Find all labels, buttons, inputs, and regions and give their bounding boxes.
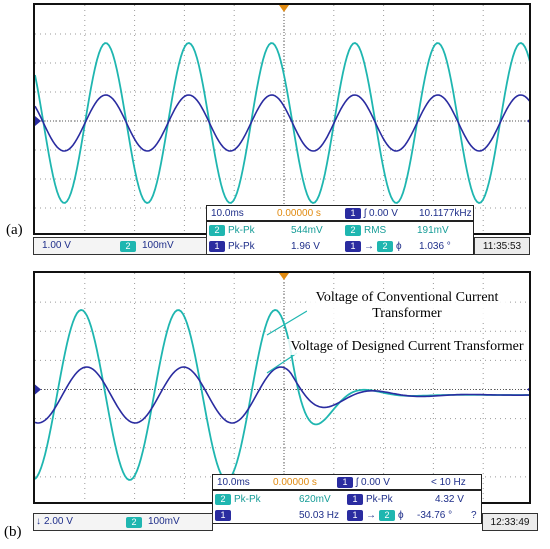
m4-channel-b-b: 2 [379,510,395,521]
channel-scale-bar-a: 1.00 V 2 100mV [33,237,207,255]
timebase-a: 10.0ms [211,208,244,219]
trigger-level-b: 0.00 V [361,477,390,488]
ch1-scale-a: 1.00 V [42,240,71,251]
channel-scale-bar-b: ↓ 2.00 V 2 100mV [33,513,213,531]
ch1-scale-b: 2.00 V [44,516,73,527]
trigger-position-icon-a [279,5,289,12]
timebase-b: 10.0ms [217,477,250,488]
m1-name-b: Pk-Pk [234,494,261,505]
m3-value-a: 1.96 V [291,241,320,252]
m3-name-a: Pk-Pk [228,241,255,252]
ch1-arrow-icon-b: ↓ [36,516,41,527]
m1-name-a: Pk-Pk [228,225,255,236]
ch1-ground-marker-icon-a [35,116,41,126]
m2-name-b: Pk-Pk [366,494,393,505]
m2-name-a: RMS [364,225,387,236]
annotation-conventional: Voltage of Conventional Current Transfor… [307,290,507,322]
arrow-right-icon-a: → [364,241,374,252]
measurement-box-a: 2 Pk-Pk 544mV 2 RMS 191mV 1 Pk-Pk 1.96 V 1 →… [206,221,474,255]
measurement-box-b: 2 Pk-Pk 620mV 1 Pk-Pk 4.32 V 1 50.03 Hz 1 →… [212,490,482,524]
scope-panel-b: Voltage of Conventional Current Transfor… [0,268,550,549]
waveform-plot-a [35,5,529,233]
trigger-channel-b: 1 [337,477,353,488]
annotation-designed: Voltage of Designed Current Transformer [285,339,529,355]
trigger-edge-icon-b: ʃ [356,477,359,488]
frequency-b: < 10 Hz [431,477,466,488]
clock-b: 12:33:49 [482,513,538,531]
m3-value-b: 50.03 Hz [299,510,340,521]
m2-channel-b: 1 [347,494,363,505]
trigger-position-icon-b [279,273,289,280]
m2-value-a: 191mV [417,225,449,236]
m2-value-b: 4.32 V [435,494,464,505]
trigger-channel-a: 1 [345,208,361,219]
ch1-ground-marker-icon-b [35,384,41,395]
m4-channel-b-a: 2 [377,241,393,252]
delay-a: 0.00000 s [277,208,321,219]
m1-channel-a: 2 [209,225,225,236]
m4-channel-a-a: 1 [345,241,361,252]
m4-value-b: -34.76 ° [417,510,453,521]
m4-name-b: ϕ [398,510,404,521]
m1-value-b: 620mV [299,494,331,505]
m2-channel-a: 2 [345,225,361,236]
trigger-level-a: 0.00 V [369,208,398,219]
waveform-ch1-a [35,94,529,152]
trigger-edge-icon-a: ʃ [364,208,367,219]
waveform-screen-a [33,3,531,235]
arrow-right-icon-b: → [366,510,376,521]
m4-name-a: ϕ [396,241,402,252]
frequency-a: 10.1177kHz [419,208,472,219]
m3-channel-b: 1 [215,510,231,521]
panel-label-a: (a) [6,222,23,238]
m4-channel-a-b: 1 [347,510,363,521]
waveform-ch1-b [35,366,529,424]
m1-channel-b: 2 [215,494,231,505]
m4-value-a: 1.036 ° [419,241,451,252]
ch2-badge-a: 2 [120,241,136,252]
leader-line-designed [266,352,298,374]
ch1-trigger-level-icon-a [527,119,529,123]
leader-line-conventional [266,310,308,336]
m1-value-a: 544mV [291,225,323,236]
waveform-ch2-a [35,42,529,204]
panel-label-b: (b) [4,524,22,540]
ch1-trigger-level-icon-b [527,387,529,392]
ch2-scale-b: 100mV [148,516,180,527]
ch2-badge-b: 2 [126,517,142,528]
waveform-screen-b: Voltage of Conventional Current Transfor… [33,271,531,504]
delay-b: 0.00000 s [273,477,317,488]
m4-extra-b: ? [471,510,477,521]
ch2-scale-a: 100mV [142,240,174,251]
m3-channel-a: 1 [209,241,225,252]
clock-a: 11:35:53 [474,237,530,255]
